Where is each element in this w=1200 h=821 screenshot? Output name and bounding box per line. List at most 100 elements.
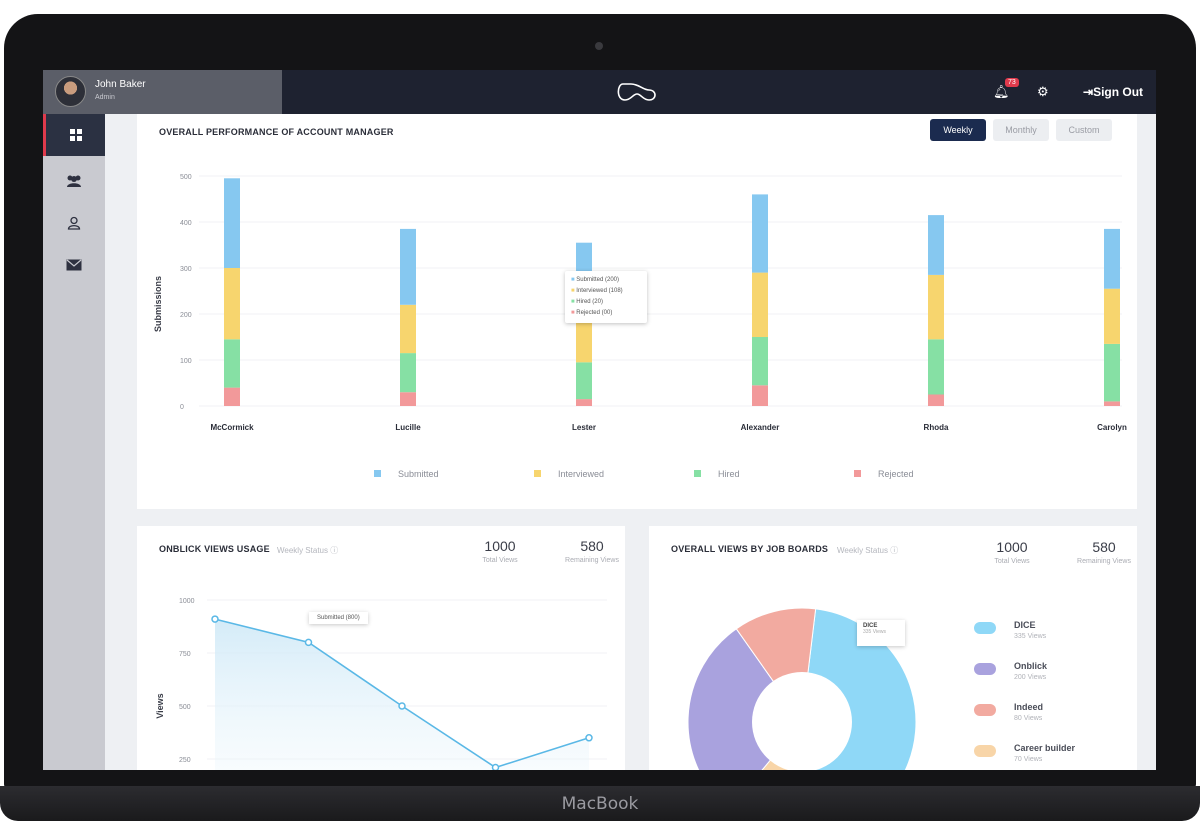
bar-segment-rejected[interactable] bbox=[1104, 401, 1120, 406]
sidebar-item-profile[interactable] bbox=[43, 202, 105, 244]
usage-area-fill bbox=[215, 619, 589, 770]
boards-card: OVERALL VIEWS BY JOB BOARDS Weekly Statu… bbox=[649, 526, 1137, 770]
sidebar-item-mail[interactable] bbox=[43, 244, 105, 286]
bar-segment-submitted[interactable] bbox=[752, 194, 768, 273]
x-tick-label: Alexander bbox=[741, 423, 780, 432]
bar-segment-interviewed[interactable] bbox=[576, 314, 592, 363]
y-tick-label: 500 bbox=[180, 174, 192, 181]
legend-label-hired[interactable]: Hired bbox=[718, 469, 740, 479]
usage-total-label: Total Views bbox=[482, 557, 518, 564]
usage-remaining: 580 bbox=[580, 538, 604, 554]
bar-segment-rejected[interactable] bbox=[752, 385, 768, 406]
bar-segment-hired[interactable] bbox=[928, 339, 944, 395]
sidebar-item-dashboard[interactable] bbox=[43, 114, 105, 156]
tooltip-line-interviewed: ■ Interviewed (108) bbox=[571, 288, 623, 294]
donut-hole bbox=[752, 672, 852, 770]
y-tick-label: 750 bbox=[179, 651, 191, 658]
grid-icon bbox=[69, 129, 82, 141]
bar-segment-interviewed[interactable] bbox=[752, 272, 768, 337]
bar-segment-rejected[interactable] bbox=[400, 392, 416, 406]
x-tick-label: Rhoda bbox=[924, 423, 949, 432]
line-point[interactable] bbox=[211, 615, 219, 623]
legend-label-interviewed[interactable]: Interviewed bbox=[558, 469, 604, 479]
dashboard-screen: John Baker Admin 🔔︎ 73 ⚙ ⇥Sign Out bbox=[43, 70, 1156, 770]
pie-tooltip-title: DICE bbox=[863, 623, 878, 629]
line-point[interactable] bbox=[585, 734, 593, 742]
line-point[interactable] bbox=[398, 702, 406, 710]
custom-button[interactable]: Custom bbox=[1056, 119, 1112, 141]
legend-swatch-dice bbox=[974, 622, 996, 634]
bar-segment-submitted[interactable] bbox=[224, 178, 240, 268]
boards-title: OVERALL VIEWS BY JOB BOARDS bbox=[671, 544, 829, 554]
signout-icon: ⇥ bbox=[1083, 85, 1094, 99]
bell-icon[interactable]: 🔔︎ bbox=[993, 84, 1010, 99]
sidebar-item-users[interactable] bbox=[43, 160, 105, 202]
monthly-button[interactable]: Monthly bbox=[993, 119, 1049, 141]
bar-segment-submitted[interactable] bbox=[400, 228, 416, 305]
boards-remaining-label: Remaining Views bbox=[1077, 558, 1131, 565]
user-icon bbox=[67, 216, 81, 230]
weekly-button[interactable]: Weekly bbox=[930, 119, 986, 141]
legend-sub-career-builder: 70 Views bbox=[1014, 756, 1043, 763]
tooltip-line-hired: ■ Hired (20) bbox=[571, 299, 603, 305]
bar-tooltip: ■ Submitted (200) ■ Interviewed (108) ■ … bbox=[565, 271, 647, 323]
performance-card: OVERALL PERFORMANCE OF ACCOUNT MANAGER W… bbox=[137, 114, 1137, 509]
usage-remaining-label: Remaining Views bbox=[565, 557, 619, 564]
users-icon bbox=[67, 175, 81, 187]
line-point[interactable] bbox=[491, 763, 500, 770]
notification-badge: 73 bbox=[1005, 78, 1019, 87]
user-box[interactable]: John Baker Admin bbox=[43, 70, 282, 114]
legend-label-submitted[interactable]: Submitted bbox=[398, 469, 439, 479]
legend-swatch-indeed bbox=[974, 704, 996, 716]
legend-swatch-interviewed bbox=[534, 470, 541, 477]
legend-name-indeed: Indeed bbox=[1014, 702, 1044, 712]
top-bar: John Baker Admin 🔔︎ 73 ⚙ ⇥Sign Out bbox=[43, 70, 1156, 114]
bar-segment-submitted[interactable] bbox=[928, 215, 944, 275]
bar-segment-interviewed[interactable] bbox=[224, 268, 240, 340]
tooltip-line-submitted: ■ Submitted (200) bbox=[571, 277, 619, 283]
bar-segment-hired[interactable] bbox=[1104, 343, 1120, 402]
bar-segment-rejected[interactable] bbox=[224, 387, 240, 406]
boards-donut-chart bbox=[687, 607, 917, 770]
legend-swatch-submitted bbox=[374, 470, 381, 477]
info-icon: ⓘ bbox=[890, 546, 899, 555]
views-axis-label: Views bbox=[155, 693, 165, 718]
bar-segment-interviewed[interactable] bbox=[1104, 288, 1120, 344]
y-tick-label: 200 bbox=[180, 312, 192, 319]
avatar[interactable] bbox=[55, 76, 86, 107]
usage-status[interactable]: Weekly Status ⓘ bbox=[277, 546, 339, 555]
bar-segment-submitted[interactable] bbox=[1104, 228, 1120, 289]
bar-segment-hired[interactable] bbox=[400, 353, 416, 393]
boards-status[interactable]: Weekly Status ⓘ bbox=[837, 546, 899, 555]
bar-segment-interviewed[interactable] bbox=[928, 274, 944, 340]
usage-total: 1000 bbox=[484, 538, 516, 554]
y-tick-label: 250 bbox=[179, 757, 191, 764]
usage-card: ONBLICK VIEWS USAGE Weekly Status ⓘ 1000… bbox=[137, 526, 625, 770]
bar-segment-hired[interactable] bbox=[224, 339, 240, 388]
pie-tooltip: DICE 335 Views bbox=[857, 620, 905, 646]
bar-segment-hired[interactable] bbox=[752, 337, 768, 386]
boards-total-label: Total Views bbox=[994, 558, 1030, 565]
signout-label: Sign Out bbox=[1093, 85, 1144, 99]
y-tick-label: 100 bbox=[180, 358, 192, 365]
legend-label-rejected[interactable]: Rejected bbox=[878, 469, 914, 479]
bar-segment-rejected[interactable] bbox=[576, 399, 592, 406]
legend-swatch-rejected bbox=[854, 470, 861, 477]
bar-segment-hired[interactable] bbox=[576, 362, 592, 400]
usage-tooltip: Submitted (800) bbox=[309, 612, 368, 624]
legend-swatch-career-builder bbox=[974, 745, 996, 757]
legend-sub-indeed: 80 Views bbox=[1014, 715, 1043, 722]
gear-icon[interactable]: ⚙ bbox=[1037, 84, 1049, 99]
legend-sub-dice: 335 Views bbox=[1014, 633, 1047, 640]
legend-swatch-onblick bbox=[974, 663, 996, 675]
laptop-brand: MacBook bbox=[561, 794, 639, 814]
boards-remaining: 580 bbox=[1092, 539, 1116, 555]
line-point[interactable] bbox=[304, 638, 313, 647]
legend-name-career-builder: Career builder bbox=[1014, 743, 1076, 753]
bar-segment-rejected[interactable] bbox=[928, 394, 944, 407]
signout-button[interactable]: ⇥Sign Out bbox=[1083, 85, 1143, 99]
bar-segment-interviewed[interactable] bbox=[400, 304, 416, 354]
x-tick-label: Carolyn bbox=[1097, 423, 1127, 432]
app-logo-icon[interactable] bbox=[615, 80, 659, 104]
